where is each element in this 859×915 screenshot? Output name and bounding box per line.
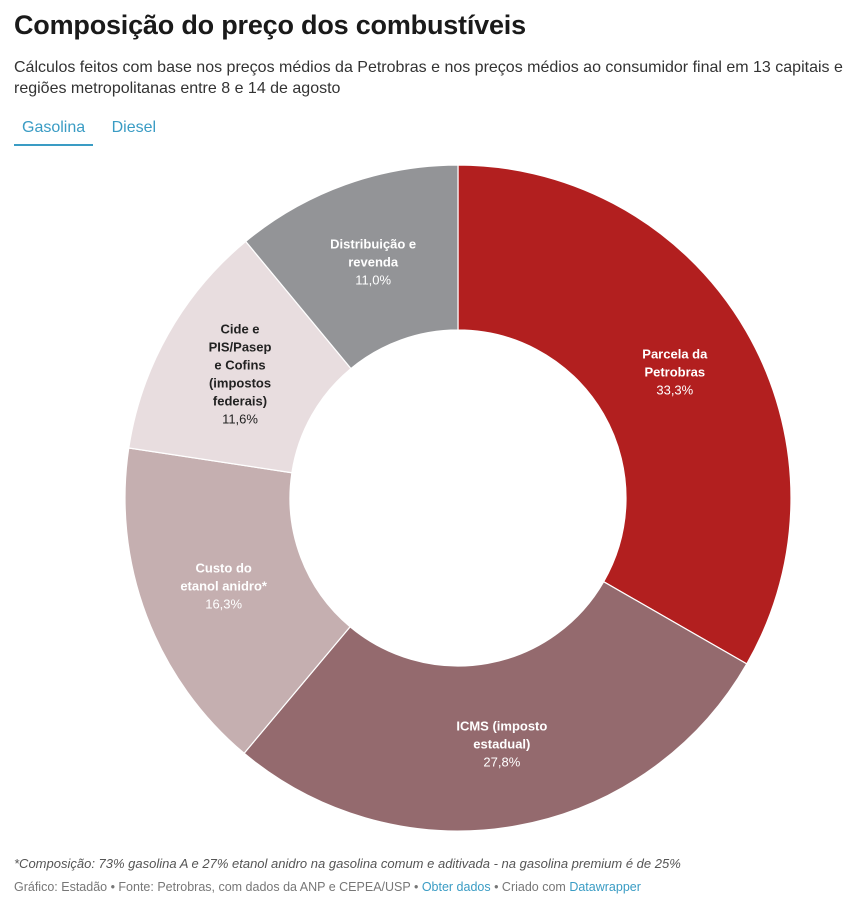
slice-label-line: etanol anidro* — [180, 579, 268, 594]
donut-chart: Parcela da Petrobras 33,3% ICMS (imposto est… — [124, 164, 792, 832]
slice-label-line: e Cofins — [214, 358, 265, 373]
credits: Gráfico: Estadão • Fonte: Petrobras, com… — [14, 880, 641, 894]
slice-label: Custo do etanol anidro* 16,3% — [180, 561, 268, 612]
tab-diesel[interactable]: Diesel — [111, 119, 157, 136]
datawrapper-link[interactable]: Datawrapper — [569, 880, 641, 894]
slice-label: Distribuição e revenda 11,0% — [330, 236, 416, 287]
slice-label-line: Parcela da — [642, 347, 708, 362]
slice-value-label: 11,0% — [355, 272, 391, 287]
donut-slice[interactable] — [124, 447, 351, 755]
fuel-tabs: Gasolina Diesel — [14, 118, 170, 146]
donut-slice[interactable] — [244, 164, 459, 370]
slice-label-line: Petrobras — [644, 365, 705, 380]
credits-source: Gráfico: Estadão • Fonte: Petrobras, com… — [14, 880, 422, 894]
slice-label: Cide e PIS/Pasep e Cofins (impostos federais… — [209, 322, 272, 427]
slice-value-label: 33,3% — [656, 383, 693, 398]
footnote: *Composição: 73% gasolina A e 27% etanol… — [14, 856, 681, 871]
slice-value-label: 27,8% — [483, 755, 520, 770]
donut-slice[interactable] — [457, 164, 792, 665]
slice-value-label: 11,6% — [222, 412, 258, 427]
get-data-link[interactable]: Obter dados — [421, 880, 491, 894]
chart-subtitle: Cálculos feitos com base nos preços médi… — [14, 59, 843, 97]
tab-gasolina[interactable]: Gasolina — [14, 118, 94, 146]
slice-label-line: estadual) — [473, 737, 530, 752]
slice-label-line: Custo do — [196, 561, 252, 576]
slice-label-line: federais) — [213, 394, 267, 409]
slice-label: ICMS (imposto estadual) 27,8% — [456, 719, 547, 770]
slice-label-line: Distribuição e — [330, 236, 416, 251]
slice-label-line: (impostos — [209, 376, 271, 391]
slice-label: Parcela da Petrobras 33,3% — [642, 347, 708, 398]
slice-label-line: revenda — [348, 254, 399, 269]
chart-title: Composição do preço dos combustíveis — [14, 10, 526, 40]
credits-middle: • Criado com — [490, 880, 570, 894]
slice-value-label: 16,3% — [205, 597, 242, 612]
slice-label-line: Cide e — [221, 322, 260, 337]
slice-label-line: PIS/Pasep — [209, 340, 272, 355]
donut-slice[interactable] — [243, 580, 748, 832]
slice-label-line: ICMS (imposto — [456, 719, 547, 734]
